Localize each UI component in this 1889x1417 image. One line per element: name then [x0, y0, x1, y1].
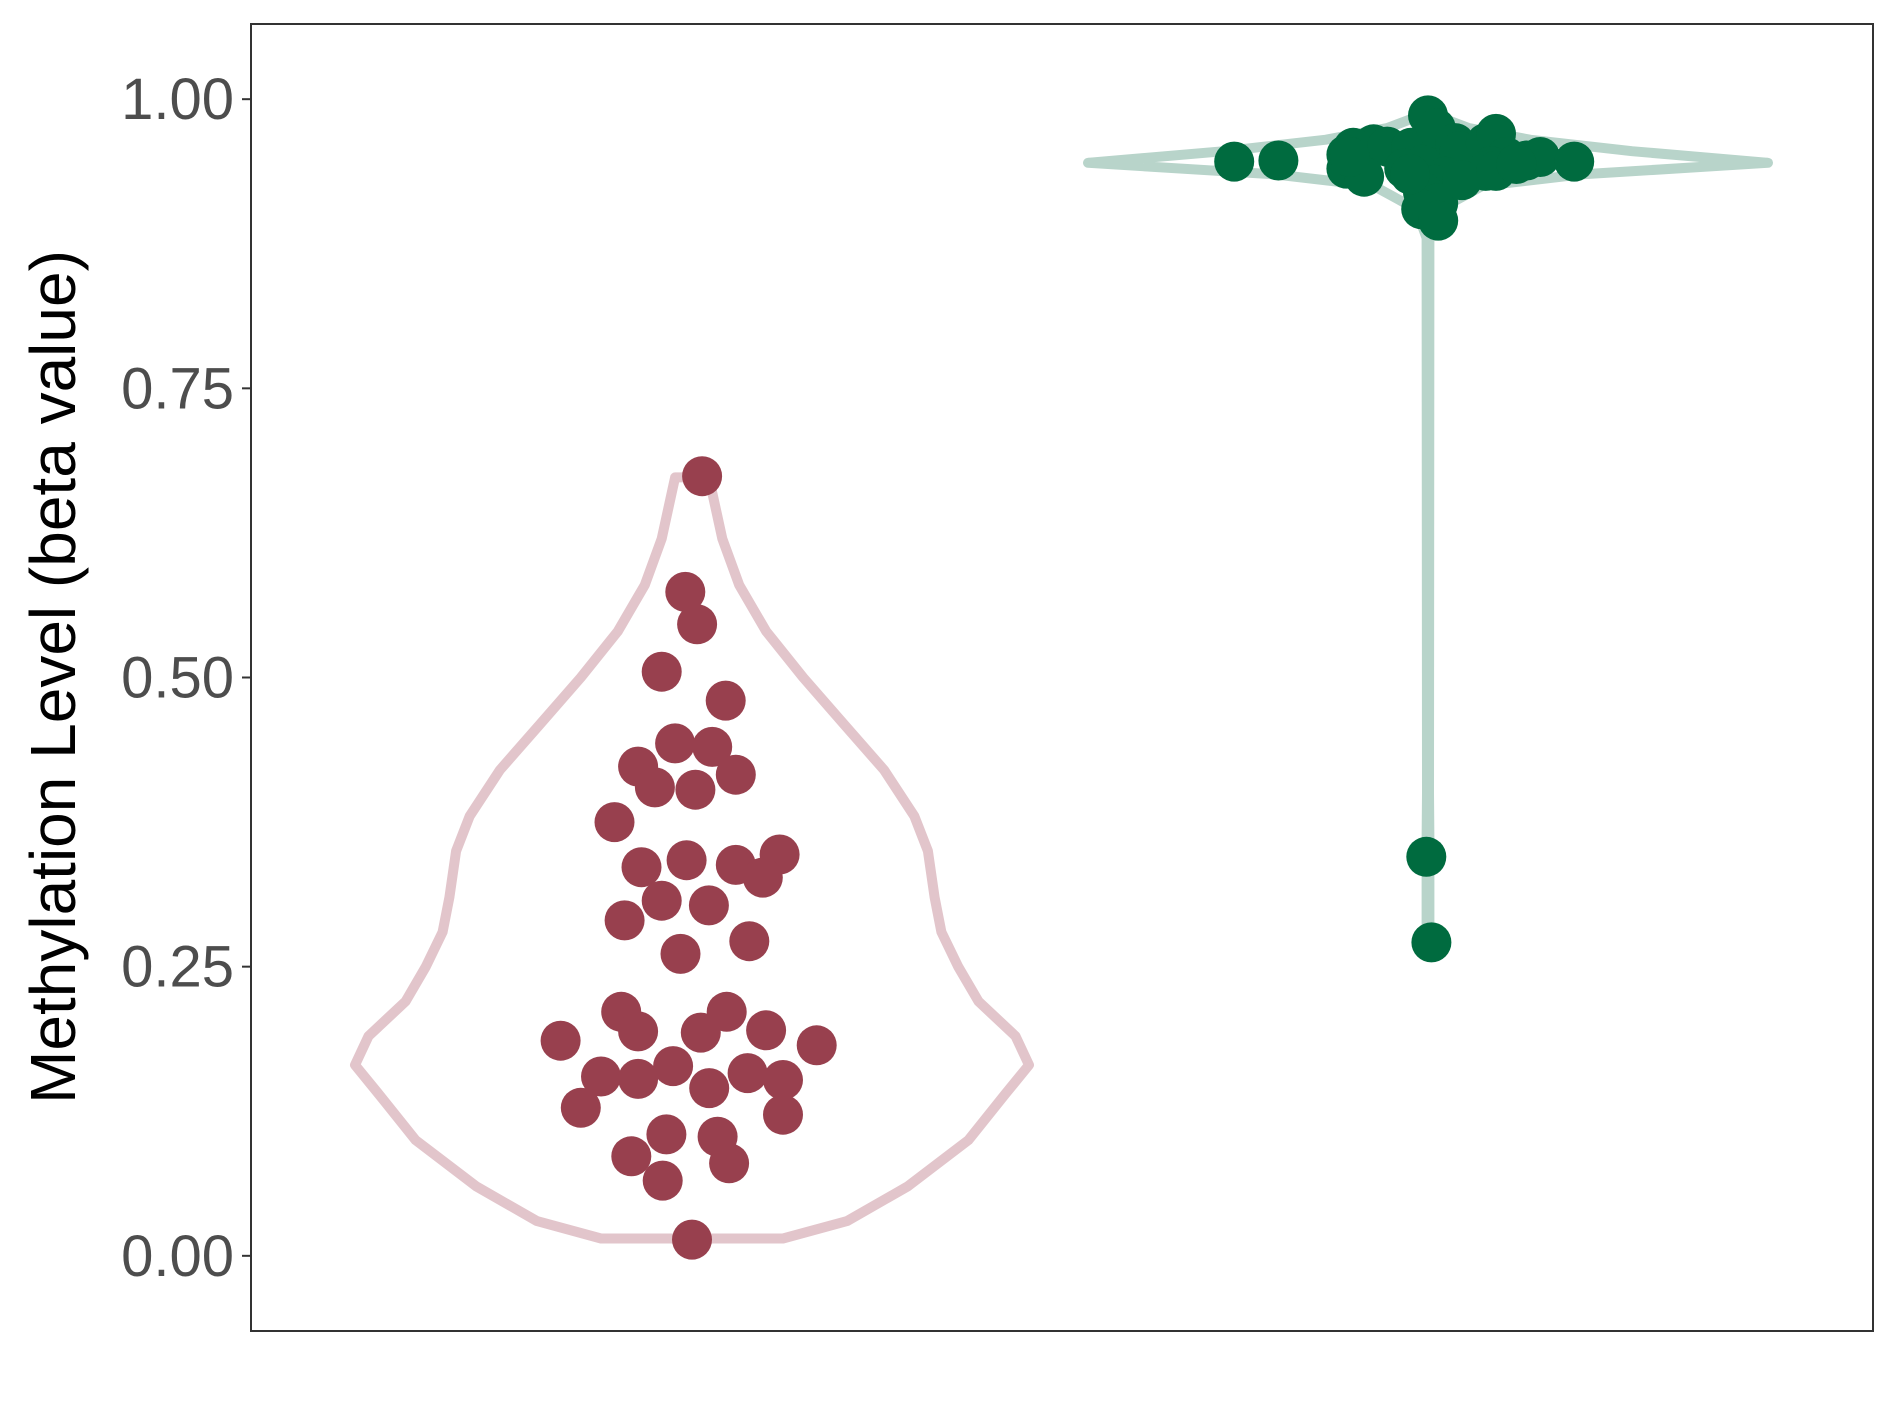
y-tick-label: 0.75 — [121, 356, 234, 421]
data-point-group-2 — [1411, 922, 1452, 963]
data-point-group-2 — [1390, 154, 1430, 195]
data-point-group-1 — [675, 769, 716, 810]
data-point-group-2 — [1329, 137, 1370, 177]
data-point-group-1 — [727, 1053, 768, 1094]
data-point-group-1 — [742, 857, 783, 898]
data-point-group-2 — [1418, 200, 1459, 241]
y-tick-label: 0.50 — [121, 646, 234, 711]
data-point-group-1 — [655, 723, 696, 764]
data-point-group-2 — [1406, 836, 1447, 877]
y-tick-label: 0.25 — [121, 935, 234, 1000]
data-point-group-1 — [763, 1060, 803, 1100]
data-point-group-1 — [672, 1219, 712, 1260]
data-point-group-2 — [1496, 144, 1537, 184]
data-point-group-1 — [705, 680, 746, 721]
data-point-group-1 — [618, 1011, 659, 1052]
data-point-group-2 — [1214, 141, 1255, 182]
data-point-group-1 — [641, 880, 682, 921]
data-point-group-1 — [715, 754, 756, 795]
data-point-group-1 — [746, 1010, 787, 1051]
data-point-group-1 — [540, 1020, 581, 1061]
data-point-group-1 — [560, 1087, 601, 1128]
data-point-group-1 — [666, 840, 707, 881]
data-point-group-2 — [1442, 160, 1482, 201]
data-point-group-1 — [611, 1136, 652, 1177]
data-point-group-1 — [594, 802, 635, 843]
data-point-group-2 — [1554, 141, 1595, 182]
violin-outline-group-1 — [350, 472, 1034, 1244]
data-point-group-1 — [677, 604, 718, 645]
data-point-group-1 — [621, 847, 662, 888]
data-point-group-1 — [665, 571, 706, 612]
data-point-group-1 — [763, 1094, 803, 1135]
data-point-group-1 — [682, 456, 723, 497]
y-tick-label: 0.00 — [121, 1224, 234, 1289]
data-point-group-2 — [1258, 140, 1299, 181]
data-point-group-1 — [641, 651, 682, 692]
data-point-group-1 — [653, 1046, 694, 1087]
y-axis-title: Methylation Level (beta value) — [17, 250, 89, 1104]
y-tick-label: 1.00 — [121, 67, 234, 132]
data-point-group-1 — [688, 885, 729, 926]
data-point-group-1 — [680, 1012, 721, 1053]
data-point-group-1 — [796, 1025, 837, 1066]
data-point-group-1 — [642, 1160, 683, 1201]
data-point-group-1 — [646, 1114, 687, 1155]
data-point-group-1 — [689, 1068, 730, 1109]
data-point-group-1 — [634, 767, 675, 808]
data-point-group-1 — [709, 1143, 750, 1184]
data-point-group-1 — [729, 921, 770, 962]
data-point-group-1 — [581, 1056, 621, 1097]
data-point-group-1 — [692, 726, 733, 767]
data-point-group-1 — [604, 900, 645, 941]
plot-panel-border — [250, 23, 1874, 1332]
data-point-group-1 — [618, 1058, 659, 1099]
data-point-group-1 — [660, 933, 701, 974]
